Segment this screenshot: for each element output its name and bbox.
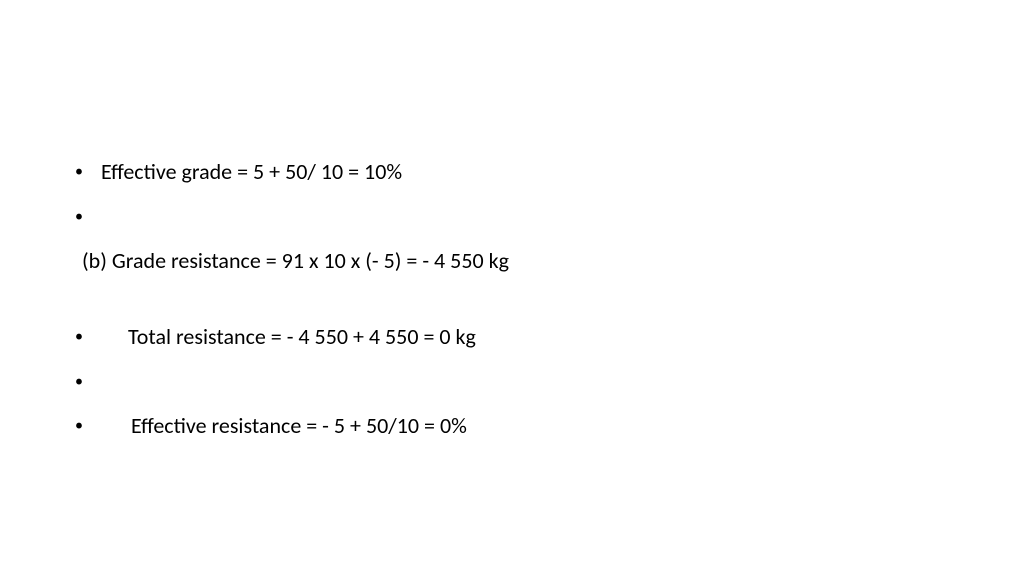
line-empty-2: •: [75, 368, 1024, 396]
bullet-icon: •: [75, 203, 101, 231]
bullet-icon: •: [75, 158, 101, 186]
bullet-icon: •: [75, 323, 101, 351]
line-empty-1: •: [75, 203, 1024, 231]
line-total-resistance: • Total resistance = - 4 550 + 4 550 = 0…: [75, 323, 1024, 352]
line-effective-grade: • Effective grade = 5 + 50/ 10 = 10%: [75, 158, 1024, 187]
line-effective-resistance: • Effective resistance = - 5 + 50/10 = 0…: [75, 412, 1024, 441]
grade-resistance-text: (b) Grade resistance = 91 x 10 x (- 5) =…: [82, 247, 509, 274]
bullet-icon: •: [75, 368, 101, 396]
total-resistance-text: Total resistance = - 4 550 + 4 550 = 0 k…: [101, 323, 476, 352]
line-grade-resistance: (b) Grade resistance = 91 x 10 x (- 5) =…: [75, 247, 1024, 276]
bullet-icon: •: [75, 412, 101, 440]
effective-resistance-text: Effective resistance = - 5 + 50/10 = 0%: [101, 412, 467, 441]
effective-grade-text: Effective grade = 5 + 50/ 10 = 10%: [101, 158, 402, 187]
